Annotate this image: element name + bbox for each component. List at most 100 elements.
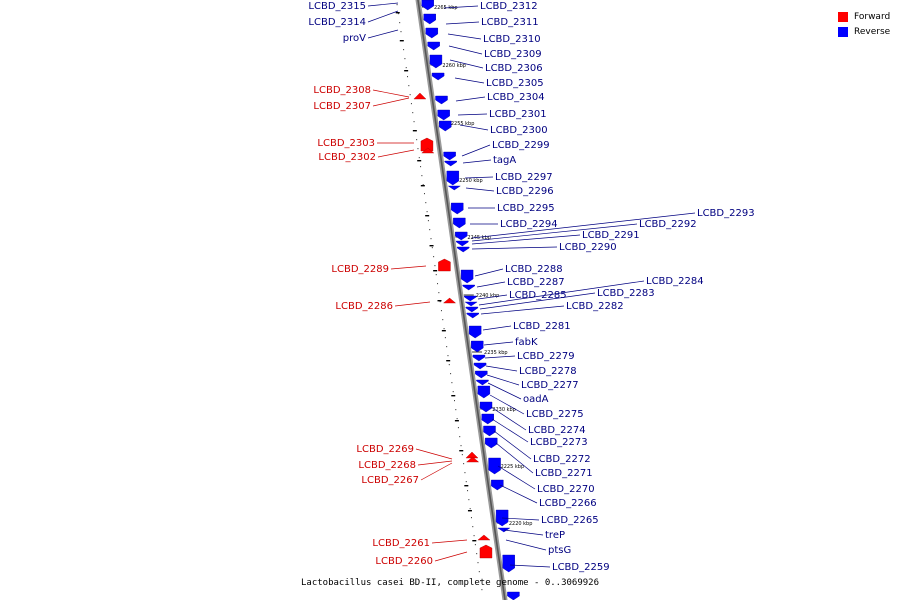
forward-gene-label-leader bbox=[415, 448, 453, 460]
forward-gene-label: LCBD_2308 bbox=[313, 85, 371, 96]
track-dot bbox=[417, 148, 419, 150]
track-dot bbox=[464, 472, 466, 474]
reverse-gene-label: tagA bbox=[493, 155, 516, 166]
reverse-gene-label: LCBD_2282 bbox=[566, 301, 624, 312]
reverse-gene-arrow bbox=[491, 479, 504, 491]
track-dot bbox=[409, 94, 411, 96]
reverse-gene-label: LCBD_2304 bbox=[487, 92, 545, 103]
reverse-gene-label-leader bbox=[471, 212, 696, 239]
forward-gene-label: LCBD_2315 bbox=[308, 1, 366, 12]
reverse-gene-label: LCBD_2277 bbox=[521, 380, 579, 391]
forward-gene-label-leader bbox=[434, 551, 468, 562]
track-dot bbox=[478, 571, 480, 573]
reverse-gene-label-leader bbox=[457, 113, 488, 116]
tick-label: 2260 kbp bbox=[442, 63, 466, 69]
reverse-gene-label-leader bbox=[454, 77, 485, 84]
reverse-gene-label-leader bbox=[483, 341, 514, 346]
forward-gene-label-leader bbox=[372, 97, 410, 107]
reverse-gene-arrow bbox=[425, 27, 438, 39]
reverse-gene-label-leader bbox=[490, 406, 527, 431]
reverse-gene-arrow bbox=[443, 151, 456, 161]
track-dot bbox=[425, 202, 427, 204]
track-dash bbox=[451, 395, 456, 397]
reverse-gene-arrow bbox=[435, 95, 448, 105]
reverse-gene-label-leader bbox=[489, 394, 525, 415]
track-dot bbox=[450, 373, 452, 375]
reverse-gene-arrow bbox=[455, 231, 468, 241]
reverse-gene-arrow bbox=[464, 295, 477, 302]
track-dot bbox=[397, 13, 399, 15]
legend: Forward Reverse bbox=[838, 9, 890, 39]
reverse-gene-label-leader bbox=[461, 144, 491, 157]
reverse-gene-label: LCBD_2297 bbox=[495, 172, 553, 183]
track-dot bbox=[440, 310, 442, 312]
reverse-gene-arrow bbox=[483, 425, 496, 437]
track-dot bbox=[472, 526, 474, 528]
reverse-gene-arrow bbox=[497, 527, 511, 533]
track-dot bbox=[451, 382, 453, 384]
reverse-gene-label-leader bbox=[462, 159, 492, 164]
reverse-gene-arrow bbox=[462, 284, 475, 291]
track-dot bbox=[455, 409, 457, 411]
track-dash bbox=[441, 330, 446, 332]
forward-gene-arrow bbox=[421, 147, 435, 154]
forward-gene-label: LCBD_2314 bbox=[308, 17, 366, 28]
reverse-gene-label: LCBD_2265 bbox=[541, 515, 599, 526]
reverse-gene-label: oadA bbox=[523, 394, 549, 405]
reverse-gene-label: treP bbox=[545, 530, 565, 541]
track-dash bbox=[417, 160, 422, 162]
reverse-gene-label: LCBD_2287 bbox=[507, 277, 565, 288]
track-dot bbox=[463, 463, 465, 465]
reverse-gene-label-leader bbox=[485, 365, 518, 372]
reverse-gene-label: LCBD_2273 bbox=[530, 437, 588, 448]
tick-label: 2225 kbp bbox=[501, 464, 525, 470]
track-dash bbox=[459, 450, 464, 452]
reverse-gene-label: LCBD_2270 bbox=[537, 484, 595, 495]
reverse-gene-arrow bbox=[472, 354, 486, 362]
reverse-gene-label-leader bbox=[493, 430, 532, 460]
track-dot bbox=[404, 58, 406, 60]
forward-gene-label: proV bbox=[343, 33, 366, 44]
forward-gene-label-leader bbox=[372, 89, 410, 98]
reverse-gene-label-leader bbox=[503, 529, 544, 536]
reverse-gene-label: LCBD_2279 bbox=[517, 351, 575, 362]
reverse-gene-label-leader bbox=[443, 5, 479, 9]
track-dot bbox=[454, 400, 455, 402]
forward-gene-arrow bbox=[443, 297, 457, 304]
reverse-gene-arrow bbox=[447, 185, 461, 191]
tick-label: 2245 kbp bbox=[467, 235, 491, 241]
reverse-gene-label: LCBD_2300 bbox=[490, 125, 548, 136]
track-dash bbox=[404, 70, 409, 72]
track-dash bbox=[467, 510, 472, 512]
reverse-gene-arrow bbox=[446, 170, 460, 186]
track-dot bbox=[400, 31, 402, 33]
track-dot bbox=[448, 364, 450, 366]
track-dot bbox=[413, 121, 415, 123]
reverse-gene-label: LCBD_2312 bbox=[480, 1, 538, 12]
track-dot bbox=[422, 184, 424, 186]
legend-reverse-label: Reverse bbox=[854, 26, 891, 37]
track-dot bbox=[410, 103, 412, 105]
track-dot bbox=[446, 346, 448, 348]
tick-label: 2250 kbp bbox=[459, 178, 483, 184]
forward-gene-label: LCBD_2302 bbox=[318, 152, 376, 163]
forward-gene-arrow bbox=[466, 456, 480, 463]
forward-gene-label-leader bbox=[367, 29, 399, 39]
reverse-gene-label: LCBD_2285 bbox=[509, 290, 567, 301]
forward-gene-arrow bbox=[413, 92, 427, 100]
reverse-gene-label: LCBD_2306 bbox=[485, 63, 543, 74]
forward-gene-label-leader bbox=[431, 539, 468, 544]
reverse-gene-label: LCBD_2292 bbox=[639, 219, 697, 230]
legend-forward: Forward bbox=[838, 9, 890, 24]
forward-gene-arrow bbox=[477, 534, 491, 541]
track-dot bbox=[468, 499, 470, 501]
reverse-gene-arrow bbox=[439, 120, 452, 132]
track-dot bbox=[407, 76, 409, 78]
track-dash bbox=[429, 245, 434, 247]
track-dot bbox=[457, 427, 459, 429]
track-dot bbox=[438, 292, 440, 294]
forward-gene-label: LCBD_2286 bbox=[335, 301, 393, 312]
track-dot bbox=[477, 562, 479, 564]
track-dot bbox=[443, 328, 445, 330]
reverse-gene-label-leader bbox=[471, 246, 558, 250]
